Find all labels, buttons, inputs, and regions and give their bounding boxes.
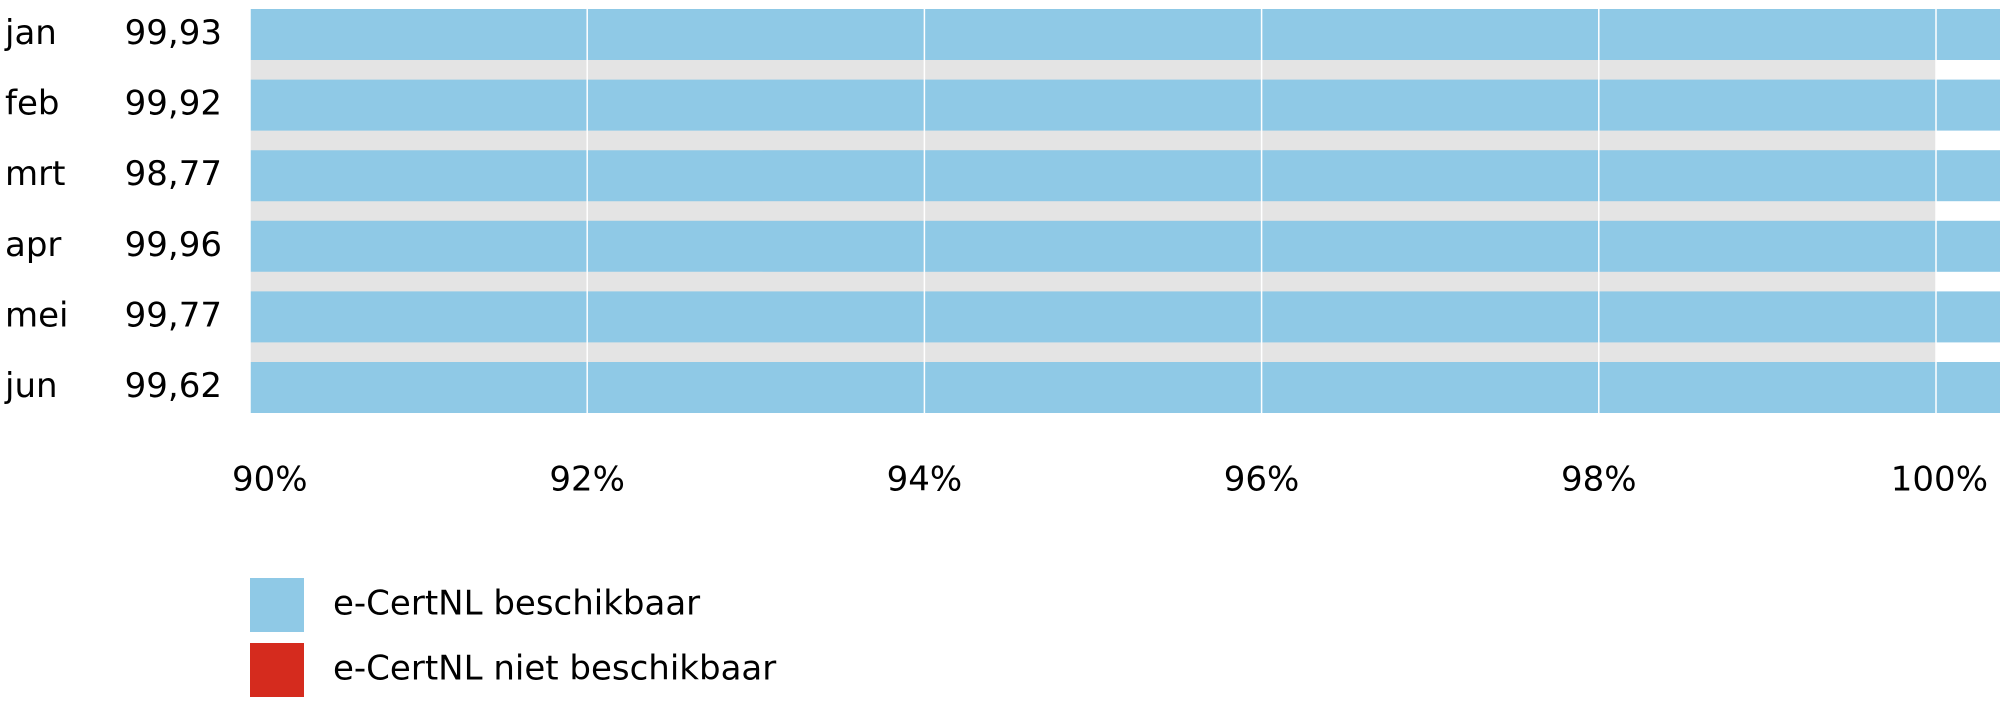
legend-swatch bbox=[250, 578, 304, 632]
bar-segment bbox=[250, 291, 2000, 343]
legend-label: e-CertNL beschikbaar bbox=[333, 584, 700, 624]
row-label: 99,77 bbox=[125, 295, 222, 335]
x-tick-label: 90% bbox=[232, 460, 308, 500]
y-tick-label: mrt bbox=[5, 154, 65, 194]
x-tick-label: 94% bbox=[887, 460, 963, 500]
x-tick-label: 98% bbox=[1561, 460, 1637, 500]
x-tick-label: 92% bbox=[549, 460, 625, 500]
y-tick-label: feb bbox=[5, 84, 59, 124]
bar-segment bbox=[250, 9, 2000, 60]
plot-background bbox=[250, 9, 1936, 413]
bar-segment bbox=[250, 79, 2000, 131]
y-tick-label: jan bbox=[4, 13, 57, 53]
bar-segment bbox=[250, 150, 2000, 202]
row-label: 99,62 bbox=[125, 366, 222, 406]
x-tick-label: 96% bbox=[1224, 460, 1300, 500]
legend-swatch bbox=[250, 643, 304, 697]
row-label: 98,77 bbox=[125, 154, 222, 194]
bar-segment bbox=[250, 362, 2000, 413]
row-label: 99,93 bbox=[125, 13, 222, 53]
x-tick-label: 100% bbox=[1891, 460, 1988, 500]
y-tick-label: jun bbox=[4, 366, 58, 406]
legend-label: e-CertNL niet beschikbaar bbox=[333, 649, 776, 689]
y-tick-label: mei bbox=[5, 295, 68, 335]
y-tick-label: apr bbox=[5, 225, 61, 265]
row-label: 99,96 bbox=[125, 225, 222, 265]
bar-segment bbox=[250, 220, 2000, 272]
row-label: 99,92 bbox=[125, 84, 222, 124]
